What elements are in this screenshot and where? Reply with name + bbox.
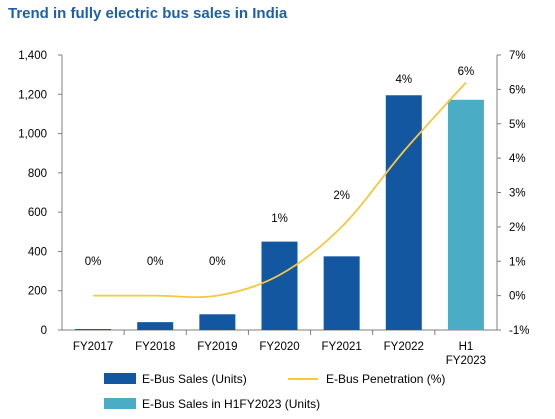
bar — [199, 314, 236, 330]
y-tick-label: 200 — [28, 286, 47, 298]
bar — [447, 99, 484, 331]
bar — [261, 241, 298, 330]
y2-tick-label: 0% — [509, 291, 526, 303]
y-tick-label: 400 — [28, 246, 47, 258]
legend-label-ebus-sales: E-Bus Sales (Units) — [142, 372, 247, 386]
legend-label-h1-sales: E-Bus Sales in H1FY2023 (Units) — [142, 397, 320, 411]
y2-tick-label: 3% — [509, 188, 526, 200]
data-label: 0% — [209, 256, 226, 268]
data-label: 2% — [333, 190, 350, 202]
legend-label-penetration: E-Bus Penetration (%) — [326, 372, 445, 386]
bar — [75, 329, 112, 330]
x-tick-label: H1 — [459, 341, 474, 353]
legend-swatch-ebus-sales — [104, 373, 136, 384]
y2-tick-label: 2% — [509, 222, 526, 234]
y2-tick-label: 5% — [509, 119, 526, 131]
bar — [385, 95, 422, 331]
x-tick-label: FY2021 — [322, 341, 362, 353]
bar — [137, 322, 174, 330]
data-label: 6% — [458, 66, 475, 78]
y2-tick-label: 7% — [509, 50, 526, 62]
bar — [323, 256, 360, 330]
data-label: 4% — [395, 74, 412, 86]
penetration-line — [93, 81, 467, 299]
x-tick-label: FY2020 — [259, 341, 299, 353]
y-tick-label: 0 — [41, 325, 47, 337]
chart-title: Trend in fully electric bus sales in Ind… — [8, 5, 288, 22]
data-label: 0% — [147, 256, 164, 268]
y-tick-label: 600 — [28, 207, 47, 219]
y2-tick-label: 1% — [509, 256, 526, 268]
data-label: 1% — [271, 213, 288, 225]
y2-tick-label: 4% — [509, 153, 526, 165]
legend-swatch-h1-sales — [104, 398, 136, 409]
x-tick-label: FY2019 — [197, 341, 237, 353]
y2-tick-label: -1% — [509, 325, 529, 337]
y-tick-label: 1,000 — [18, 129, 47, 141]
y-tick-label: 1,400 — [18, 50, 47, 62]
x-tick-label: FY2017 — [73, 341, 113, 353]
x-tick-label: FY2022 — [384, 341, 424, 353]
y2-tick-label: 6% — [509, 84, 526, 96]
x-tick-label: FY2023 — [446, 355, 486, 367]
y-tick-label: 1,200 — [18, 89, 47, 101]
y-tick-label: 800 — [28, 168, 47, 180]
data-label: 0% — [85, 256, 102, 268]
x-tick-label: FY2018 — [135, 341, 175, 353]
